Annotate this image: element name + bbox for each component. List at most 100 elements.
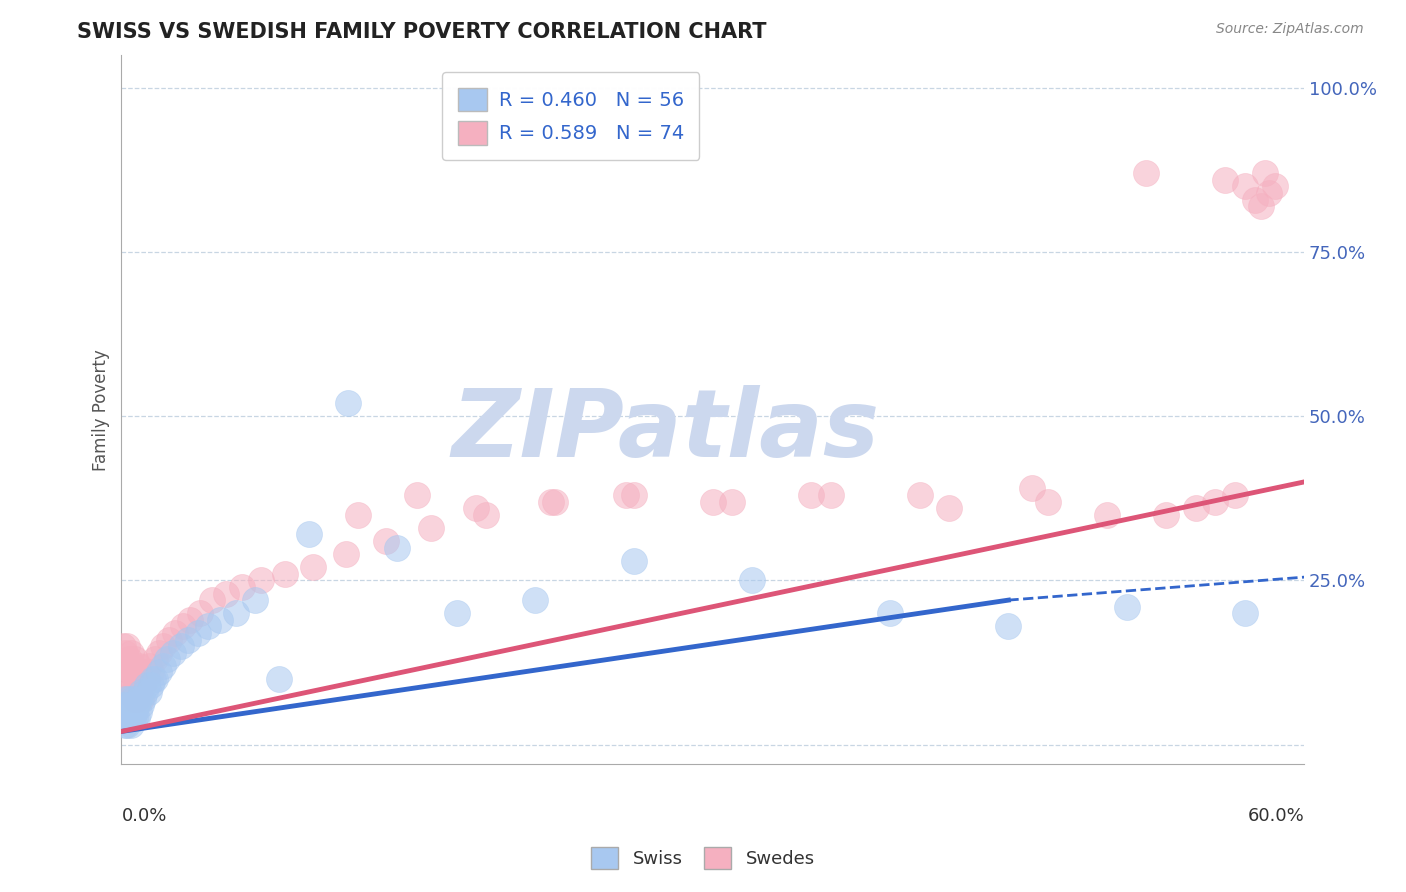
- Point: [124, 652, 146, 666]
- Point: [120, 698, 142, 713]
- Point: [197, 619, 219, 633]
- Text: Source: ZipAtlas.com: Source: ZipAtlas.com: [1216, 22, 1364, 37]
- Point: [127, 665, 149, 680]
- Point: [138, 685, 160, 699]
- Legend: R = 0.460   N = 56, R = 0.589   N = 74: R = 0.460 N = 56, R = 0.589 N = 74: [443, 72, 699, 161]
- Point: [127, 691, 149, 706]
- Point: [120, 705, 142, 719]
- Point: [114, 672, 136, 686]
- Point: [201, 593, 224, 607]
- Point: [800, 488, 823, 502]
- Point: [122, 658, 145, 673]
- Point: [1154, 508, 1177, 522]
- Point: [139, 678, 162, 692]
- Point: [128, 685, 150, 699]
- Point: [118, 705, 141, 719]
- Point: [172, 619, 194, 633]
- Legend: Swiss, Swedes: Swiss, Swedes: [582, 838, 824, 879]
- Point: [138, 658, 160, 673]
- Point: [148, 665, 170, 680]
- Point: [112, 711, 135, 725]
- Point: [124, 711, 146, 725]
- Point: [156, 652, 179, 666]
- Point: [465, 501, 488, 516]
- Point: [114, 718, 136, 732]
- Point: [1036, 494, 1059, 508]
- Point: [136, 672, 159, 686]
- Point: [124, 691, 146, 706]
- Point: [143, 672, 166, 686]
- Point: [117, 658, 139, 673]
- Point: [741, 574, 763, 588]
- Point: [127, 711, 149, 725]
- Point: [128, 691, 150, 706]
- Point: [152, 658, 174, 673]
- Point: [540, 494, 562, 508]
- Point: [118, 685, 141, 699]
- Point: [250, 574, 273, 588]
- Point: [879, 607, 901, 621]
- Point: [337, 396, 360, 410]
- Point: [1021, 482, 1043, 496]
- Point: [120, 646, 142, 660]
- Point: [335, 547, 357, 561]
- Point: [179, 613, 201, 627]
- Point: [623, 554, 645, 568]
- Point: [132, 678, 155, 692]
- Point: [702, 494, 724, 508]
- Point: [128, 658, 150, 673]
- Point: [136, 678, 159, 692]
- Point: [1213, 173, 1236, 187]
- Point: [614, 488, 637, 502]
- Text: 0.0%: 0.0%: [121, 807, 167, 825]
- Point: [1233, 179, 1256, 194]
- Point: [1243, 193, 1265, 207]
- Point: [118, 652, 141, 666]
- Point: [122, 691, 145, 706]
- Point: [117, 698, 139, 713]
- Point: [225, 607, 247, 621]
- Point: [124, 698, 146, 713]
- Point: [112, 658, 135, 673]
- Point: [157, 632, 180, 647]
- Point: [129, 685, 152, 699]
- Point: [128, 705, 150, 719]
- Point: [475, 508, 498, 522]
- Point: [1233, 607, 1256, 621]
- Point: [122, 711, 145, 725]
- Point: [118, 711, 141, 725]
- Point: [231, 580, 253, 594]
- Point: [163, 626, 186, 640]
- Point: [1250, 199, 1272, 213]
- Point: [245, 593, 267, 607]
- Point: [1223, 488, 1246, 502]
- Point: [124, 705, 146, 719]
- Text: ZIPatlas: ZIPatlas: [451, 385, 880, 477]
- Point: [162, 646, 184, 660]
- Point: [347, 508, 370, 522]
- Point: [820, 488, 842, 502]
- Point: [129, 691, 152, 706]
- Point: [1263, 179, 1285, 194]
- Point: [301, 560, 323, 574]
- Point: [142, 672, 165, 686]
- Text: 60.0%: 60.0%: [1247, 807, 1305, 825]
- Point: [274, 566, 297, 581]
- Point: [908, 488, 931, 502]
- Point: [997, 619, 1019, 633]
- Point: [387, 541, 409, 555]
- Point: [118, 691, 141, 706]
- Point: [122, 705, 145, 719]
- Point: [117, 639, 139, 653]
- Point: [177, 632, 200, 647]
- Point: [120, 691, 142, 706]
- Y-axis label: Family Poverty: Family Poverty: [93, 349, 110, 471]
- Point: [127, 698, 149, 713]
- Point: [139, 665, 162, 680]
- Point: [1135, 166, 1157, 180]
- Point: [188, 607, 211, 621]
- Point: [114, 646, 136, 660]
- Point: [721, 494, 744, 508]
- Point: [122, 685, 145, 699]
- Point: [1115, 599, 1137, 614]
